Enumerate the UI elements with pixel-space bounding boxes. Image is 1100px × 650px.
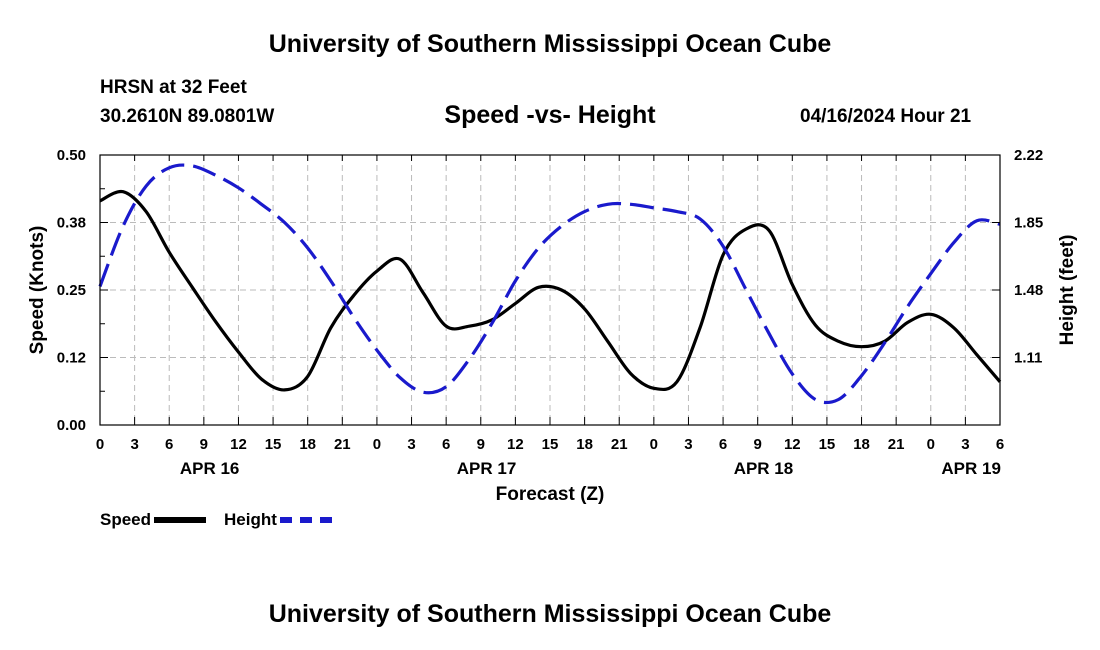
axis-ticks: 0 3 6 9 12 15 18 21 0 3 6 9 12 15 18 21 0 3 6 9 12 15 18 21 0 3 6A… bbox=[57, 147, 1043, 478]
date-label: APR 19 bbox=[941, 459, 1001, 478]
date-label: APR 16 bbox=[180, 459, 240, 478]
x-tick-label: 9 bbox=[200, 436, 208, 453]
footer-title: University of Southern Mississippi Ocean… bbox=[268, 600, 832, 628]
legend: Speed Height bbox=[100, 509, 350, 530]
x-tick-label: 6 bbox=[719, 436, 727, 453]
y-tick-label: 0.50 bbox=[57, 147, 86, 164]
x-tick-label: 3 bbox=[407, 436, 415, 453]
legend-height-swatch bbox=[279, 516, 332, 523]
forecast-datetime: 04/16/2024 Hour 21 bbox=[800, 106, 972, 127]
main-title: University of Southern Mississippi Ocean… bbox=[268, 30, 832, 58]
x-tick-label: 18 bbox=[853, 436, 870, 453]
series-lines bbox=[98, 163, 1002, 405]
y-tick-label: 0.25 bbox=[57, 282, 86, 299]
x-tick-label: 21 bbox=[888, 436, 905, 453]
y2-axis-label: Height (feet) bbox=[1057, 235, 1078, 346]
x-tick-label: 21 bbox=[334, 436, 351, 453]
legend-height-label: Height bbox=[224, 509, 277, 529]
coordinates-label: 30.2610N 89.0801W bbox=[100, 106, 275, 127]
x-tick-label: 0 bbox=[373, 436, 381, 453]
y-tick-label: 0.00 bbox=[57, 417, 86, 434]
x-tick-label: 15 bbox=[542, 436, 559, 453]
x-tick-label: 15 bbox=[265, 436, 282, 453]
y2-tick-label: 1.85 bbox=[1014, 215, 1043, 232]
y-axis-label: Speed (Knots) bbox=[27, 226, 48, 355]
x-tick-label: 6 bbox=[442, 436, 450, 453]
y2-tick-label: 2.22 bbox=[1014, 147, 1043, 164]
legend-speed-swatch bbox=[154, 516, 207, 523]
date-label: APR 17 bbox=[457, 459, 517, 478]
x-tick-label: 9 bbox=[477, 436, 485, 453]
x-axis-label: Forecast (Z) bbox=[496, 484, 605, 505]
series-height-line bbox=[98, 163, 1001, 405]
x-tick-label: 0 bbox=[650, 436, 658, 453]
x-tick-label: 6 bbox=[996, 436, 1004, 453]
x-tick-label: 6 bbox=[165, 436, 173, 453]
series-speed-line bbox=[99, 189, 1002, 392]
station-label: HRSN at 32 Feet bbox=[100, 77, 247, 98]
legend-speed-label: Speed bbox=[100, 509, 152, 529]
date-label: APR 18 bbox=[734, 459, 794, 478]
x-tick-label: 18 bbox=[299, 436, 316, 453]
x-tick-label: 3 bbox=[684, 436, 692, 453]
y2-tick-label: 1.48 bbox=[1014, 282, 1043, 299]
x-tick-label: 15 bbox=[819, 436, 836, 453]
grid-lines bbox=[100, 154, 1000, 425]
y2-tick-label: 1.11 bbox=[1014, 350, 1042, 367]
x-tick-label: 12 bbox=[784, 436, 801, 453]
x-tick-label: 21 bbox=[611, 436, 628, 453]
chart-title: Speed -vs- Height bbox=[444, 101, 656, 129]
x-tick-label: 9 bbox=[754, 436, 762, 453]
y-tick-label: 0.38 bbox=[57, 215, 86, 232]
x-tick-label: 0 bbox=[96, 436, 104, 453]
x-tick-label: 12 bbox=[230, 436, 247, 453]
x-tick-label: 18 bbox=[576, 436, 593, 453]
y-tick-label: 0.12 bbox=[57, 350, 86, 367]
x-tick-label: 3 bbox=[130, 436, 138, 453]
x-tick-label: 0 bbox=[927, 436, 935, 453]
x-tick-label: 12 bbox=[507, 436, 524, 453]
x-tick-label: 3 bbox=[961, 436, 969, 453]
